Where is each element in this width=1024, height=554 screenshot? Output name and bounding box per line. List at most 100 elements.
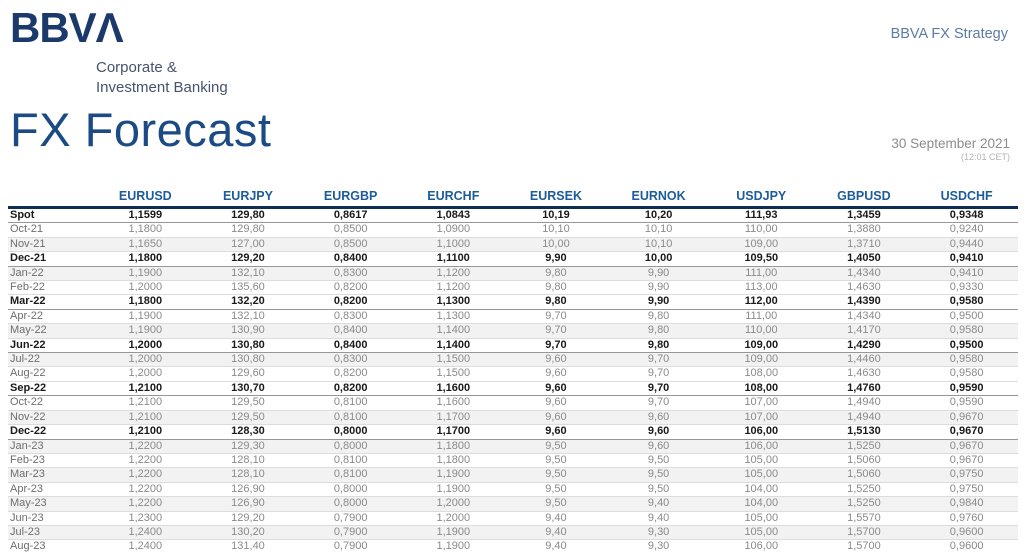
table-cell: 111,00 bbox=[709, 309, 813, 325]
table-cell: 9,60 bbox=[504, 395, 608, 411]
column-header-label bbox=[8, 188, 94, 209]
table-row: Jan-22 1,1900 132,10 0,8300 1,1200 9,80 9,90 11… bbox=[8, 266, 1018, 282]
table-cell: 1,1650 bbox=[94, 237, 197, 253]
table-cell: 10,00 bbox=[504, 237, 608, 253]
table-cell: 1,1900 bbox=[401, 539, 505, 554]
table-cell: 112,00 bbox=[709, 294, 813, 310]
bbva-logo: BBVΛ bbox=[10, 4, 124, 51]
table-cell: 0,9440 bbox=[915, 237, 1018, 253]
row-label: Feb-23 bbox=[8, 453, 94, 469]
table-row: Oct-22 1,2100 129,50 0,8100 1,1600 9,60 9,70 10… bbox=[8, 395, 1018, 411]
table-cell: 1,5060 bbox=[812, 453, 916, 469]
table-cell: 1,1700 bbox=[401, 410, 505, 426]
table-cell: 1,1300 bbox=[401, 294, 505, 310]
table-row: Dec-22 1,2100 128,30 0,8000 1,1700 9,60 9,60 10… bbox=[8, 424, 1018, 440]
table-cell: 0,9580 bbox=[915, 323, 1018, 339]
table-cell: 1,1800 bbox=[94, 222, 197, 238]
table-cell: 9,90 bbox=[607, 266, 710, 282]
table-cell: 0,9590 bbox=[915, 395, 1018, 411]
row-label: Dec-22 bbox=[8, 424, 94, 440]
table-cell: 106,00 bbox=[709, 424, 813, 440]
table-cell: 9,40 bbox=[504, 539, 608, 554]
column-header-eurusd: EURUSD bbox=[94, 188, 197, 209]
table-cell: 1,1600 bbox=[401, 380, 505, 397]
table-cell: 1,2000 bbox=[94, 352, 197, 368]
table-cell: 0,8617 bbox=[299, 206, 402, 224]
table-cell: 9,70 bbox=[607, 380, 710, 397]
table-cell: 1,1900 bbox=[401, 482, 505, 498]
table-cell: 9,60 bbox=[607, 439, 710, 454]
report-date: 30 September 2021 bbox=[891, 136, 1010, 151]
table-cell: 9,70 bbox=[504, 323, 608, 339]
table-cell: 0,9500 bbox=[915, 337, 1018, 354]
table-cell: 130,80 bbox=[196, 352, 300, 368]
table-cell: 1,1700 bbox=[401, 424, 505, 440]
column-header-eurgbp: EURGBP bbox=[299, 188, 402, 209]
table-cell: 1,1200 bbox=[401, 280, 505, 296]
table-cell: 9,60 bbox=[607, 410, 710, 426]
table-cell: 109,00 bbox=[709, 337, 813, 354]
row-label: Aug-23 bbox=[8, 539, 94, 554]
table-cell: 1,4340 bbox=[812, 309, 916, 325]
column-header-eurnok: EURNOK bbox=[607, 188, 710, 209]
table-cell: 130,90 bbox=[196, 323, 300, 339]
table-cell: 9,40 bbox=[504, 511, 608, 526]
table-cell: 9,50 bbox=[607, 467, 710, 483]
table-cell: 1,1500 bbox=[401, 352, 505, 368]
table-cell: 0,8400 bbox=[299, 251, 402, 267]
row-label: Apr-23 bbox=[8, 482, 94, 498]
table-cell: 1,1900 bbox=[94, 266, 197, 282]
table-cell: 1,2300 bbox=[94, 511, 197, 526]
table-cell: 128,10 bbox=[196, 453, 300, 469]
brand-subtitle: Corporate & Investment Banking bbox=[96, 58, 228, 98]
table-cell: 108,00 bbox=[709, 366, 813, 382]
table-cell: 9,40 bbox=[504, 525, 608, 541]
table-cell: 1,2000 bbox=[401, 496, 505, 512]
table-cell: 0,8100 bbox=[299, 453, 402, 469]
table-cell: 1,0900 bbox=[401, 222, 505, 238]
table-cell: 0,7900 bbox=[299, 525, 402, 541]
table-cell: 0,7900 bbox=[299, 511, 402, 526]
table-cell: 0,9330 bbox=[915, 280, 1018, 296]
table-cell: 1,1300 bbox=[401, 309, 505, 325]
table-row: May-23 1,2200 126,90 0,8000 1,2000 9,50 9,40 10… bbox=[8, 496, 1018, 512]
table-cell: 0,8200 bbox=[299, 380, 402, 397]
table-row: Apr-22 1,1900 132,10 0,8300 1,1300 9,70 9,80 11… bbox=[8, 309, 1018, 325]
table-cell: 0,8400 bbox=[299, 323, 402, 339]
table-cell: 1,2100 bbox=[94, 395, 197, 411]
column-header-gbpusd: GBPUSD bbox=[812, 188, 916, 209]
row-label: Oct-21 bbox=[8, 222, 94, 238]
table-cell: 0,9760 bbox=[915, 511, 1018, 526]
column-header-usdchf: USDCHF bbox=[915, 188, 1018, 209]
table-cell: 111,93 bbox=[709, 206, 813, 224]
table-cell: 105,00 bbox=[709, 525, 813, 541]
table-cell: 1,5250 bbox=[812, 496, 916, 512]
table-cell: 0,8400 bbox=[299, 337, 402, 354]
table-cell: 107,00 bbox=[709, 395, 813, 411]
table-cell: 132,20 bbox=[196, 294, 300, 310]
table-cell: 9,90 bbox=[607, 294, 710, 310]
table-cell: 0,8500 bbox=[299, 237, 402, 253]
table-row: Dec-21 1,1800 129,20 0,8400 1,1100 9,90 10,00 1… bbox=[8, 251, 1018, 267]
table-cell: 9,60 bbox=[504, 410, 608, 426]
table-cell: 9,40 bbox=[607, 511, 710, 526]
table-cell: 1,5700 bbox=[812, 525, 916, 541]
table-cell: 1,4340 bbox=[812, 266, 916, 282]
table-cell: 1,5570 bbox=[812, 511, 916, 526]
table-cell: 105,00 bbox=[709, 453, 813, 469]
row-label: Dec-21 bbox=[8, 251, 94, 267]
table-cell: 0,8300 bbox=[299, 266, 402, 282]
date-block: 30 September 2021 (12:01 CET) bbox=[891, 136, 1010, 162]
table-cell: 9,50 bbox=[504, 467, 608, 483]
table-cell: 132,10 bbox=[196, 309, 300, 325]
table-cell: 129,80 bbox=[196, 222, 300, 238]
table-cell: 1,2400 bbox=[94, 525, 197, 541]
table-cell: 1,2100 bbox=[94, 410, 197, 426]
table-cell: 1,2200 bbox=[94, 453, 197, 469]
table-cell: 129,20 bbox=[196, 251, 300, 267]
row-label: Mar-23 bbox=[8, 467, 94, 483]
table-cell: 105,00 bbox=[709, 511, 813, 526]
table-cell: 9,50 bbox=[504, 482, 608, 498]
table-cell: 9,40 bbox=[607, 496, 710, 512]
table-cell: 0,9580 bbox=[915, 352, 1018, 368]
